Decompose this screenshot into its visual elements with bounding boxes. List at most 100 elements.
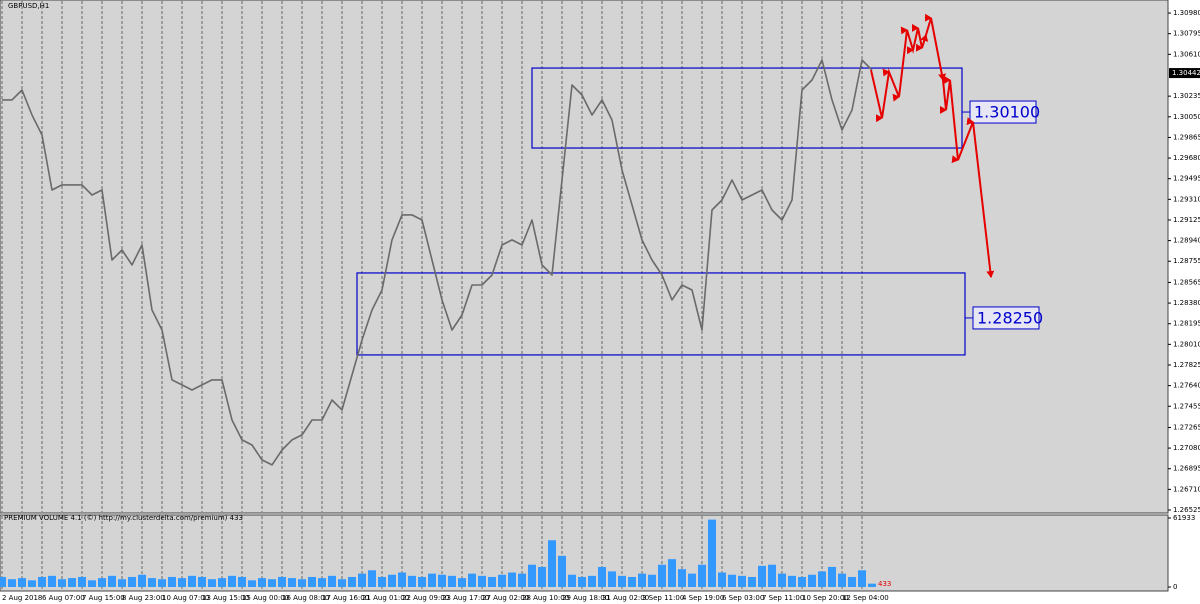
volume-bar bbox=[468, 573, 476, 587]
volume-bar bbox=[738, 575, 746, 587]
volume-bar bbox=[408, 575, 416, 587]
volume-bar bbox=[528, 564, 536, 587]
y-tick-label: 1.27265 bbox=[1173, 423, 1200, 431]
x-tick-label: 10 Aug 07:00 bbox=[162, 594, 209, 602]
x-tick-label: 22 Aug 09:00 bbox=[402, 594, 449, 602]
x-tick-label: 15 Aug 00:00 bbox=[242, 594, 289, 602]
volume-bar bbox=[108, 575, 116, 587]
y-tick-label: 1.30050 bbox=[1173, 113, 1200, 121]
volume-bar bbox=[808, 574, 816, 587]
volume-bar bbox=[608, 571, 616, 587]
volume-bar bbox=[508, 572, 516, 587]
volume-bar bbox=[678, 569, 686, 587]
y-tick-label: 1.28380 bbox=[1173, 299, 1200, 307]
current-price-box bbox=[1169, 68, 1200, 79]
volume-bar bbox=[258, 578, 266, 587]
volume-bar bbox=[188, 575, 196, 587]
y-tick-label: 1.28940 bbox=[1173, 237, 1200, 245]
volume-bar bbox=[0, 576, 6, 587]
x-tick-label: 17 Aug 16:00 bbox=[322, 594, 369, 602]
volume-bar bbox=[218, 578, 226, 587]
volume-bar bbox=[58, 579, 66, 587]
volume-bar bbox=[328, 575, 336, 587]
volume-bar bbox=[238, 576, 246, 587]
volume-bar bbox=[638, 573, 646, 587]
x-tick-label: 10 Sep 20:00 bbox=[802, 594, 849, 602]
volume-bar bbox=[198, 576, 206, 587]
y-tick-label: 1.28195 bbox=[1173, 320, 1200, 328]
y-tick-label: 1.30980 bbox=[1173, 9, 1200, 17]
y-tick-label: 1.29680 bbox=[1173, 154, 1200, 162]
volume-bar bbox=[838, 573, 846, 587]
y-tick-label: 1.27825 bbox=[1173, 361, 1200, 369]
x-tick-label: 7 Sep 11:00 bbox=[762, 594, 804, 602]
volume-bar bbox=[248, 580, 256, 587]
x-tick-label: 27 Aug 02:00 bbox=[482, 594, 529, 602]
x-tick-label: 6 Aug 07:00 bbox=[42, 594, 85, 602]
x-tick-label: 28 Aug 10:00 bbox=[522, 594, 569, 602]
volume-bar bbox=[348, 576, 356, 587]
x-tick-label: 3 Sep 11:00 bbox=[642, 594, 684, 602]
volume-bar bbox=[278, 576, 286, 587]
volume-bar bbox=[38, 576, 46, 587]
volume-bar bbox=[758, 565, 766, 587]
volume-bar bbox=[208, 579, 216, 587]
volume-bar bbox=[28, 580, 36, 587]
volume-bar bbox=[378, 576, 386, 587]
volume-bar bbox=[728, 574, 736, 587]
volume-bar bbox=[448, 575, 456, 587]
y-tick-label: 1.30795 bbox=[1173, 30, 1200, 38]
volume-bar bbox=[148, 578, 156, 587]
indicator-name: PREMIUM VOLUME 4.1 (©) http://my.cluster… bbox=[4, 514, 243, 522]
volume-bar bbox=[88, 580, 96, 587]
volume-bar bbox=[178, 578, 186, 587]
volume-bar bbox=[498, 574, 506, 587]
volume-bar bbox=[788, 575, 796, 587]
y-tick-label: 1.28010 bbox=[1173, 340, 1200, 348]
volume-bar bbox=[308, 576, 316, 587]
volume-bar bbox=[828, 566, 836, 587]
volume-bar bbox=[518, 573, 526, 587]
volume-bar bbox=[868, 583, 876, 587]
x-tick-label: 16 Aug 08:00 bbox=[282, 594, 329, 602]
x-tick-label: 2 Aug 2018 bbox=[2, 594, 42, 602]
volume-bar bbox=[18, 578, 26, 587]
volume-bar bbox=[618, 575, 626, 587]
volume-bar bbox=[598, 566, 606, 587]
volume-bar bbox=[588, 575, 596, 587]
y-tick-label: 1.26710 bbox=[1173, 485, 1200, 493]
volume-bar bbox=[538, 566, 546, 587]
volume-bar bbox=[418, 576, 426, 587]
volume-bar bbox=[778, 573, 786, 587]
volume-bar bbox=[98, 578, 106, 587]
volume-bar bbox=[458, 578, 466, 587]
forecast-arrows bbox=[870, 13, 995, 278]
volume-bar bbox=[138, 574, 146, 587]
zone-label-box bbox=[972, 306, 1040, 330]
y-tick-label: 1.29125 bbox=[1173, 216, 1200, 224]
x-tick-label: 29 Aug 18:00 bbox=[562, 594, 609, 602]
volume-bar bbox=[388, 574, 396, 587]
volume-bar bbox=[318, 578, 326, 587]
volume-bar bbox=[648, 574, 656, 587]
y-tick-label: 1.30235 bbox=[1173, 92, 1200, 100]
x-tick-label: 7 Aug 15:00 bbox=[82, 594, 125, 602]
volume-bar bbox=[658, 564, 666, 587]
volume-bar bbox=[478, 575, 486, 587]
volume-bar bbox=[288, 578, 296, 587]
volume-bar bbox=[818, 571, 826, 587]
volume-bar bbox=[748, 576, 756, 587]
y-tick-label: 1.26525 bbox=[1173, 506, 1200, 514]
volume-bar bbox=[548, 540, 556, 587]
x-tick-label: 23 Aug 17:00 bbox=[442, 594, 489, 602]
volume-bar bbox=[168, 576, 176, 587]
y-tick-label: 1.28755 bbox=[1173, 257, 1200, 265]
y-tick-label: 1.26895 bbox=[1173, 465, 1200, 473]
volume-bar bbox=[668, 559, 676, 587]
y-tick-label: 1.27640 bbox=[1173, 382, 1200, 390]
volume-bar bbox=[438, 574, 446, 587]
x-tick-label: 6 Sep 03:00 bbox=[722, 594, 764, 602]
volume-bar bbox=[68, 578, 76, 587]
